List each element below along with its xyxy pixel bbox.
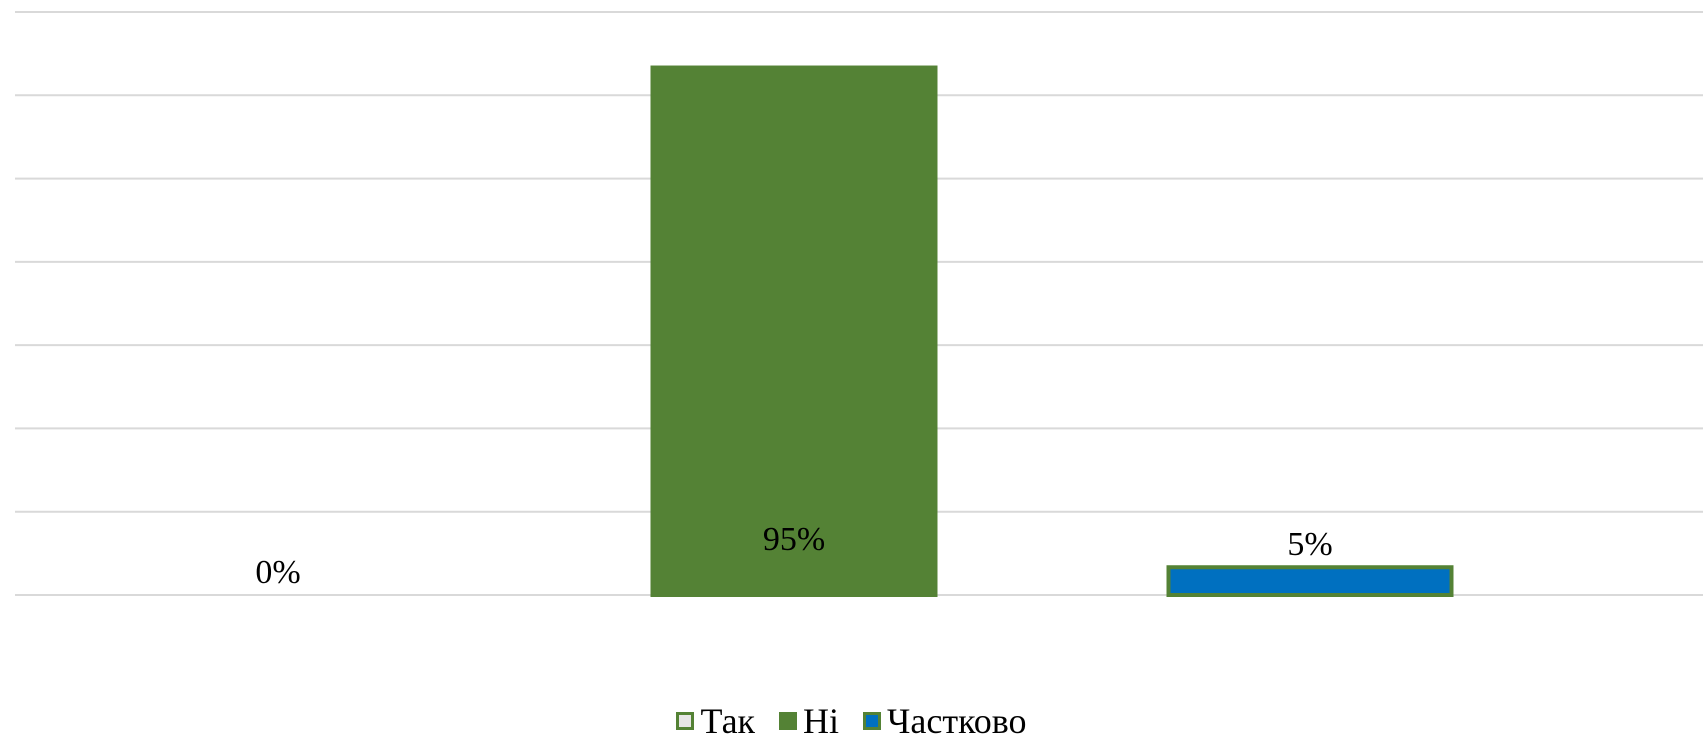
data-label-chastkovo: 5% [1287, 526, 1332, 563]
legend-swatch-ni [779, 712, 798, 730]
legend-swatch-tak [676, 712, 695, 730]
legend-item-chastkovo: Частково [863, 700, 1027, 742]
legend-label-tak: Так [700, 701, 756, 741]
legend-item-ni: Ні [779, 700, 839, 742]
bars [650, 65, 1454, 598]
bar-chastkovo [1166, 565, 1454, 598]
legend-label-chastkovo: Частково [887, 701, 1027, 741]
data-label-tak: 0% [255, 554, 300, 591]
data-labels: 0% 95% 5% [255, 521, 1332, 591]
bar-ni [650, 65, 938, 598]
legend: Так Ні Частково [0, 700, 1703, 742]
legend-item-tak: Так [676, 700, 755, 742]
legend-label-ni: Ні [803, 701, 840, 741]
data-label-ni: 95% [763, 521, 825, 558]
legend-swatch-chastkovo [863, 712, 882, 730]
chart-plot: 0% 95% 5% [15, 11, 1703, 598]
